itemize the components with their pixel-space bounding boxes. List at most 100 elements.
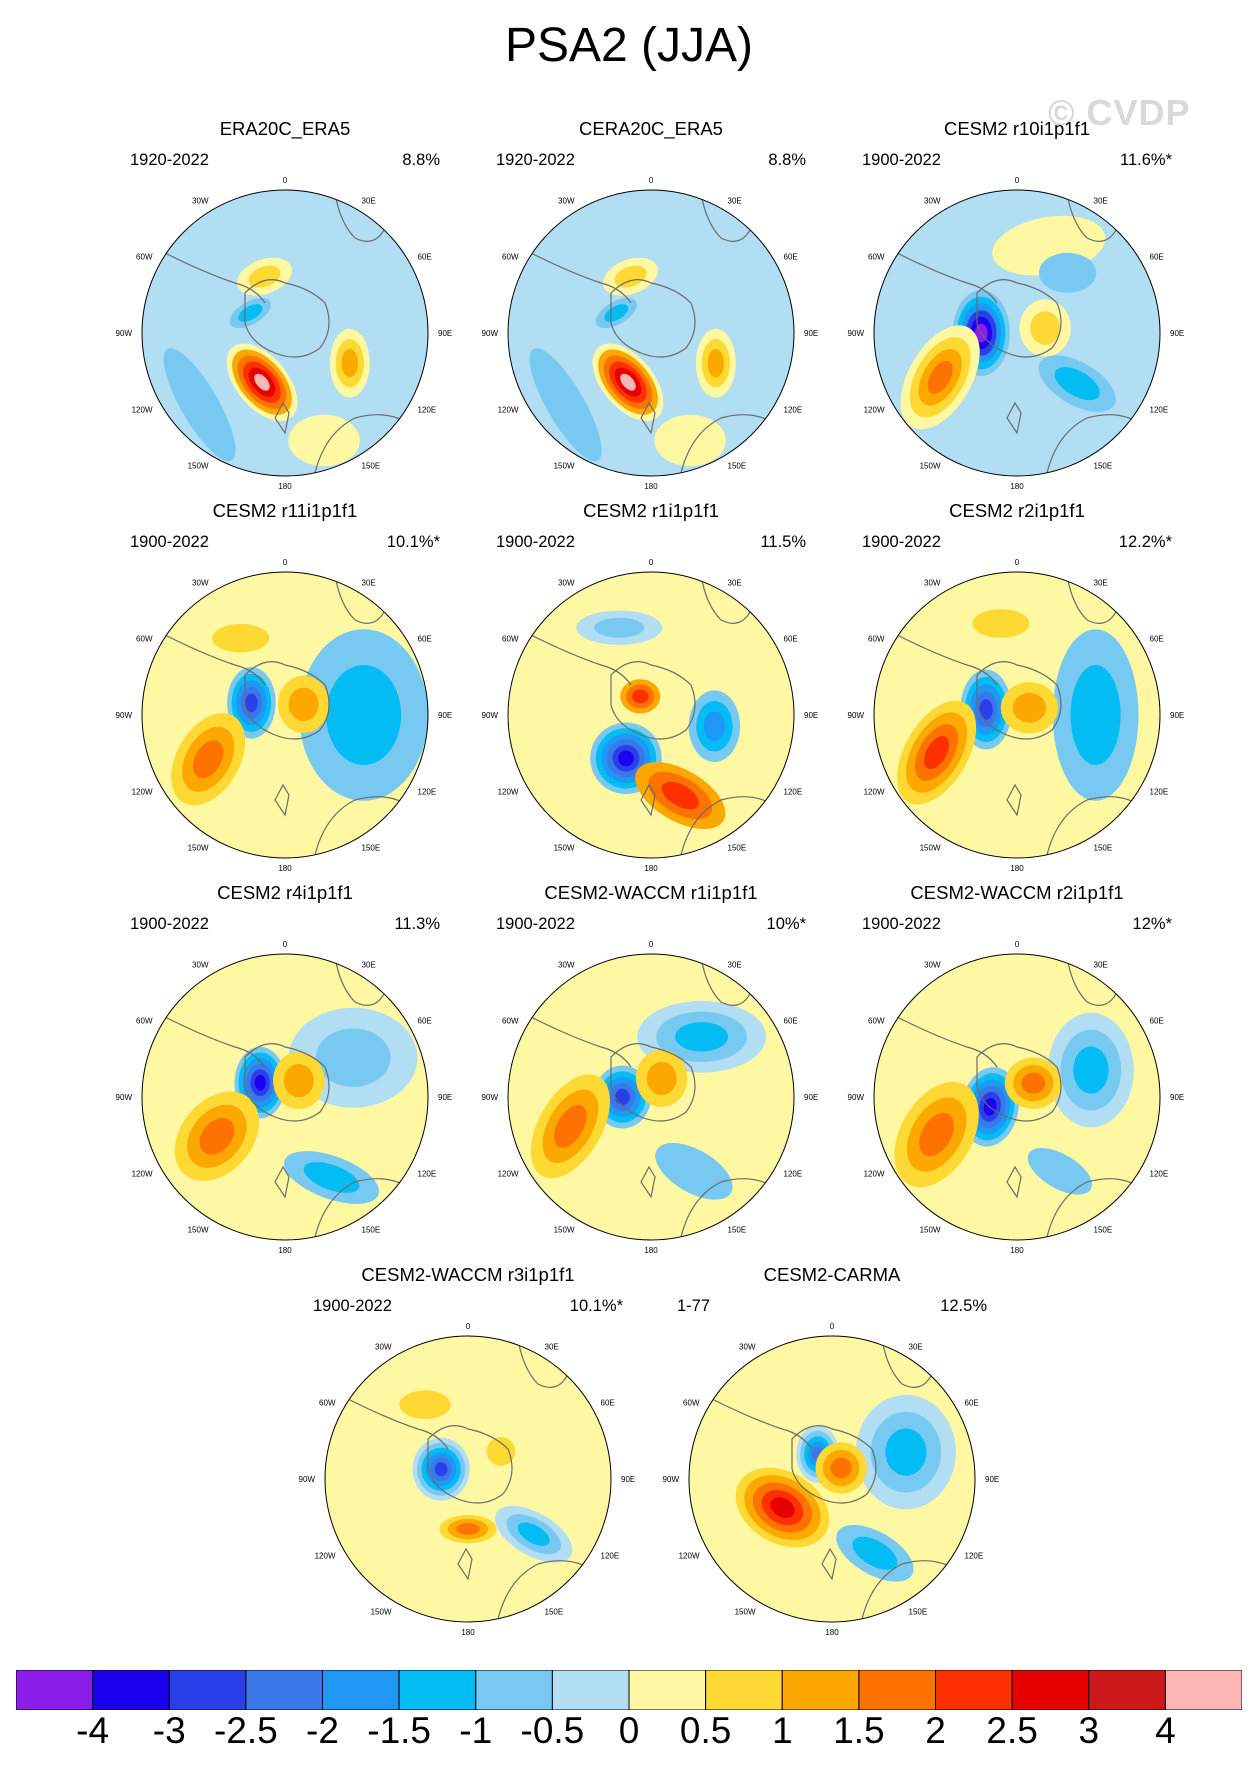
longitude-label: 0: [283, 176, 288, 185]
longitude-label: 60E: [1150, 635, 1164, 644]
colorbar-swatch: [1088, 1670, 1166, 1710]
map-border: [141, 953, 429, 1241]
panel-variance: 11.3%: [394, 915, 440, 933]
antarctica-coastline: [976, 661, 1062, 740]
colorbar-tick-label: -2.5: [213, 1710, 278, 1751]
antarctica-coastline: [610, 279, 696, 358]
anomaly-contour: [614, 265, 647, 288]
longitude-label: 30W: [739, 1343, 756, 1352]
longitude-label: 30W: [924, 579, 941, 588]
south-america-coastline: [530, 252, 632, 304]
colorbar-swatch: [1011, 1670, 1090, 1710]
map-border: [141, 571, 429, 859]
anomaly-contour: [1073, 1046, 1109, 1094]
longitude-label: 150E: [909, 1608, 928, 1617]
polar-map: 0 30E 60E 90E 120E 150E 180 150W 120W 90W 60W 30W: [116, 940, 453, 1254]
longitude-label: 90E: [1170, 329, 1184, 338]
panel-title: CESM2-WACCM r1i1p1f1: [544, 882, 758, 903]
longitude-label: 90E: [1170, 1093, 1184, 1102]
anomaly-contour: [1027, 1148, 1093, 1195]
colorbar-swatch: [781, 1670, 860, 1710]
colorbar-tick-label: 0.5: [679, 1710, 732, 1751]
longitude-label: 150W: [371, 1608, 392, 1617]
longitude-label: 0: [283, 940, 288, 949]
longitude-label: 60E: [965, 1399, 979, 1408]
longitude-label: 60W: [319, 1399, 336, 1408]
longitude-label: 150E: [728, 844, 747, 853]
longitude-label: 180: [1010, 864, 1024, 872]
panel-title: CESM2 r1i1p1f1: [583, 500, 719, 521]
antarctica-coastline: [244, 279, 330, 358]
panel-period: 1900-2022: [313, 1297, 392, 1315]
longitude-label: 90E: [804, 1093, 818, 1102]
longitude-label: 180: [825, 1628, 839, 1636]
south-america-coastline: [530, 1016, 632, 1068]
panel-title: CERA20C_ERA5: [579, 118, 723, 139]
anomaly-contour: [1039, 252, 1097, 293]
new-zealand-coastline: [274, 783, 290, 817]
panel-period: 1-77: [677, 1297, 711, 1315]
longitude-label: 60W: [136, 1017, 153, 1026]
new-zealand-coastline: [1006, 1165, 1022, 1199]
colorbar-swatch: [705, 1670, 783, 1710]
longitude-label: 120E: [418, 788, 437, 797]
south-america-coastline: [896, 1016, 998, 1068]
longitude-label: 150E: [362, 462, 381, 471]
map-border: [507, 953, 795, 1241]
anomaly-contour: [885, 1428, 927, 1476]
panel-variance: 10%*: [766, 915, 806, 933]
antarctica-coastline: [976, 1043, 1062, 1122]
longitude-label: 150E: [1094, 462, 1113, 471]
longitude-label: 120W: [132, 406, 153, 415]
africa-coastline: [881, 1338, 933, 1388]
longitude-label: 90E: [804, 711, 818, 720]
panel-period: 1900-2022: [130, 915, 209, 933]
longitude-label: 180: [644, 864, 658, 872]
antarctica-coastline: [244, 1043, 330, 1122]
longitude-label: 150E: [1094, 844, 1113, 853]
panel-variance: 10.1%*: [569, 1297, 623, 1315]
map-panel: CESM2 r11i1p1f1 1900-2022 10.1%* 0 30E 60E 90E…: [100, 500, 470, 872]
longitude-label: 60W: [868, 253, 885, 262]
panel-period: 1900-2022: [130, 533, 209, 551]
panel-title: ERA20C_ERA5: [219, 118, 351, 139]
longitude-label: 60E: [784, 1017, 798, 1026]
longitude-label: 30E: [1094, 961, 1108, 970]
longitude-label: 120W: [864, 1170, 885, 1179]
africa-coastline: [1066, 192, 1118, 242]
polar-map: 0 30E 60E 90E 120E 150E 180 150W 120W 90W 60W 30W: [116, 558, 453, 872]
longitude-label: 150W: [920, 462, 941, 471]
longitude-label: 60E: [601, 1399, 615, 1408]
longitude-label: 30W: [192, 579, 209, 588]
longitude-label: 150E: [1094, 1226, 1113, 1235]
south-america-coastline: [896, 634, 998, 686]
map-panel: CESM2-WACCM r1i1p1f1 1900-2022 10%* 0 30E 60E…: [466, 882, 836, 1254]
longitude-label: 90W: [116, 329, 133, 338]
longitude-label: 30W: [924, 197, 941, 206]
map-panel: CESM2 r2i1p1f1 1900-2022 12.2%* 0 30E 60E 90E 1…: [832, 500, 1202, 872]
map-background: [508, 572, 794, 858]
longitude-label: 60W: [502, 1017, 519, 1026]
map-panel: CESM2 r1i1p1f1 1900-2022 11.5% 0 30E 60E 90E 12…: [466, 500, 836, 872]
colorbar-tick-label: 3: [1078, 1710, 1100, 1751]
anomaly-contour: [554, 1104, 587, 1148]
panel-title: CESM2-WACCM r3i1p1f1: [361, 1264, 575, 1285]
colorbar-swatch: [1164, 1670, 1242, 1710]
anomaly-contour: [529, 348, 602, 462]
anomaly-contour: [245, 693, 258, 713]
longitude-label: 90E: [804, 329, 818, 338]
watermark: © CVDP: [1048, 92, 1191, 133]
longitude-label: 120E: [784, 1170, 803, 1179]
map-border: [688, 1335, 976, 1623]
panel-period: 1900-2022: [496, 915, 575, 933]
anomaly-contour: [618, 750, 634, 767]
longitude-label: 30E: [1094, 579, 1108, 588]
anomaly-contour: [919, 1112, 954, 1157]
panel-variance: 11.5%: [760, 533, 806, 551]
longitude-label: 180: [278, 864, 292, 872]
longitude-label: 60W: [868, 1017, 885, 1026]
longitude-label: 150W: [554, 844, 575, 853]
longitude-label: 120E: [1150, 1170, 1169, 1179]
longitude-label: 90E: [985, 1475, 999, 1484]
africa-coastline: [1066, 574, 1118, 624]
